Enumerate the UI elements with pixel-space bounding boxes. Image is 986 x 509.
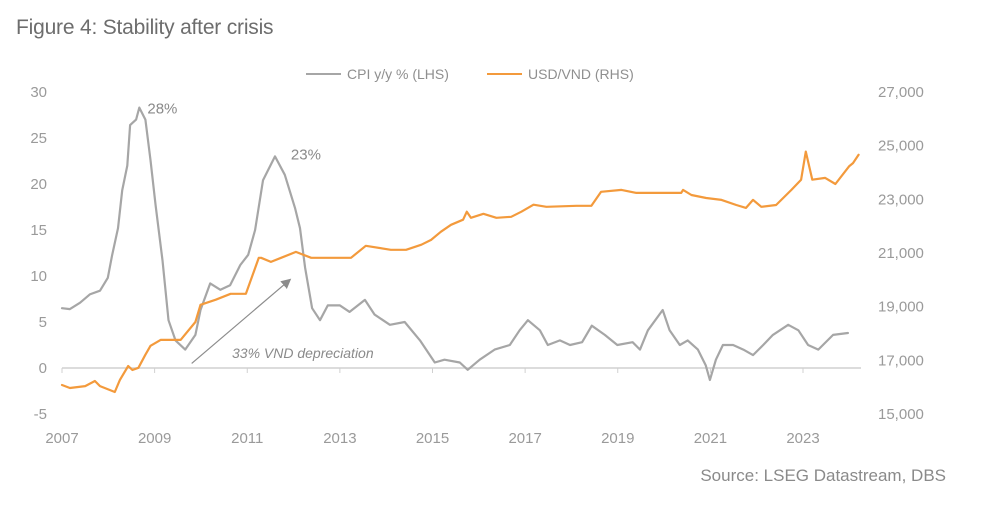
usdvnd-line — [60, 150, 860, 394]
annotation-peak-2011: 23% — [291, 146, 321, 163]
y-right-tick-label: 19,000 — [878, 299, 924, 316]
y-left-tick-label: 0 — [39, 360, 47, 377]
x-tick-label: 2023 — [786, 430, 819, 447]
annotation-depreciation: 33% VND depreciation — [232, 345, 374, 361]
y-left-tick-label: 30 — [30, 84, 47, 101]
legend-label-usdvnd: USD/VND (RHS) — [528, 66, 634, 82]
x-tick-label: 2015 — [416, 430, 449, 447]
x-tick-label: 2019 — [601, 430, 634, 447]
chart-title: Figure 4: Stability after crisis — [16, 16, 274, 39]
y-right-tick-label: 17,000 — [878, 352, 924, 369]
y-left-tick-label: 20 — [30, 176, 47, 193]
depreciation-arrow — [191, 278, 292, 364]
legend-label-cpi: CPI y/y % (LHS) — [347, 66, 449, 82]
y-left-tick-label: -5 — [34, 406, 47, 423]
x-tick-label: 2013 — [323, 430, 356, 447]
x-tick-label: 2011 — [231, 430, 263, 447]
source-note: Source: LSEG Datastream, DBS — [700, 466, 946, 485]
y-right-tick-label: 21,000 — [878, 245, 924, 262]
y-left-tick-label: 25 — [30, 130, 47, 147]
x-tick-label: 2007 — [45, 430, 78, 447]
y-right-tick-label: 23,000 — [878, 191, 924, 208]
x-tick-label: 2017 — [508, 430, 541, 447]
annotations: 28% 23% 33% VND depreciation — [147, 100, 374, 364]
legend: CPI y/y % (LHS) USD/VND (RHS) — [306, 66, 634, 82]
series-group — [60, 106, 860, 394]
y-right-tick-label: 15,000 — [878, 406, 924, 423]
y-left-tick-label: 15 — [30, 222, 47, 239]
cpi-line — [60, 106, 850, 382]
y-left-tick-label: 10 — [30, 268, 47, 285]
y-left-tick-label: 5 — [39, 314, 47, 331]
y-right-tick-label: 27,000 — [878, 84, 924, 101]
x-tick-label: 2021 — [694, 430, 727, 447]
x-tick-label: 2009 — [138, 430, 171, 447]
axes: 2007 2009 2011 2013 2015 2017 2019 2021 20233025… — [30, 84, 924, 447]
y-right-tick-label: 25,000 — [878, 138, 924, 155]
annotation-peak-2008: 28% — [147, 100, 177, 117]
